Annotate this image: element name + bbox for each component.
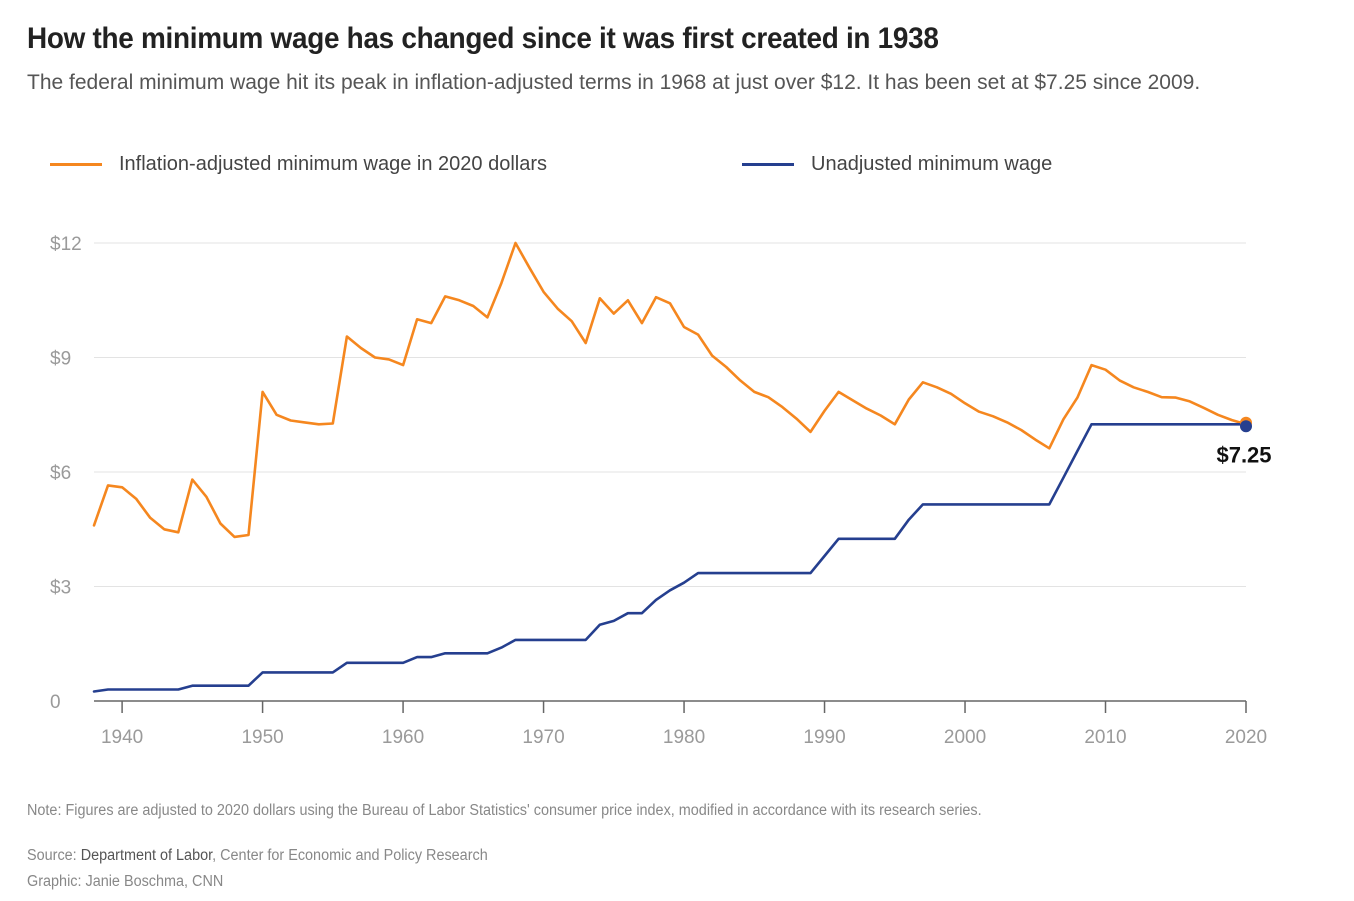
x-tick-label: 1940	[101, 727, 143, 748]
end-point-unadjusted	[1240, 420, 1252, 433]
x-axis: 1940 1950 1960 1970 1980 1990 2000 2010 2020	[94, 700, 1267, 748]
series-line-inflation-adjusted	[92, 241, 1248, 539]
legend-swatch-blue-line	[742, 163, 794, 166]
end-markers: $7.25	[1216, 416, 1272, 467]
y-tick-label: $3	[50, 578, 71, 599]
x-tick-label: 1990	[803, 727, 845, 748]
grid-lines	[94, 242, 1246, 587]
x-tick-label: 1960	[382, 727, 424, 748]
legend-label: Unadjusted minimum wage	[811, 153, 1053, 175]
source-link-department-of-labor[interactable]: Department of Labor	[80, 847, 213, 864]
chart-legend: Inflation-adjusted minimum wage in 2020 …	[0, 153, 1354, 183]
legend-item-inflation-adjusted: Inflation-adjusted minimum wage in 2020 …	[50, 153, 547, 176]
series-line-unadjusted	[92, 422, 1248, 693]
line-chart: 0 $3 $6 $9 $12 1940 1950 1960 1970 1980 1990 2000 2…	[50, 234, 1272, 748]
y-tick-label: $6	[50, 463, 71, 484]
footnote: Note: Figures are adjusted to 2020 dolla…	[27, 802, 982, 819]
x-tick-label: 1970	[522, 727, 564, 748]
x-tick-label: 1950	[241, 727, 283, 748]
x-tick-label: 1980	[663, 727, 705, 748]
chart-subtitle: The federal minimum wage hit its peak in…	[27, 71, 1201, 94]
y-axis-tick-labels: 0 $3 $6 $9 $12	[50, 234, 82, 713]
y-tick-label: $9	[50, 349, 71, 370]
end-value-label: $7.25	[1216, 442, 1271, 467]
legend-swatch-orange-line	[50, 163, 102, 166]
y-tick-label: 0	[50, 692, 61, 713]
legend-label: Inflation-adjusted minimum wage in 2020 …	[119, 153, 548, 175]
chart-title: How the minimum wage has changed since i…	[27, 22, 939, 55]
series-lines	[92, 241, 1248, 693]
y-tick-label: $12	[50, 234, 82, 255]
x-tick-label: 2000	[944, 727, 986, 748]
source-prefix: Source:	[27, 847, 81, 864]
x-tick-label: 2010	[1084, 727, 1126, 748]
source-rest: , Center for Economic and Policy Researc…	[212, 847, 488, 864]
x-tick-label: 2020	[1225, 727, 1267, 748]
legend-item-unadjusted: Unadjusted minimum wage	[742, 153, 1052, 176]
source-line: Source: Department of Labor, Center for …	[27, 847, 488, 865]
graphic-credit: Graphic: Janie Boschma, CNN	[27, 873, 224, 890]
